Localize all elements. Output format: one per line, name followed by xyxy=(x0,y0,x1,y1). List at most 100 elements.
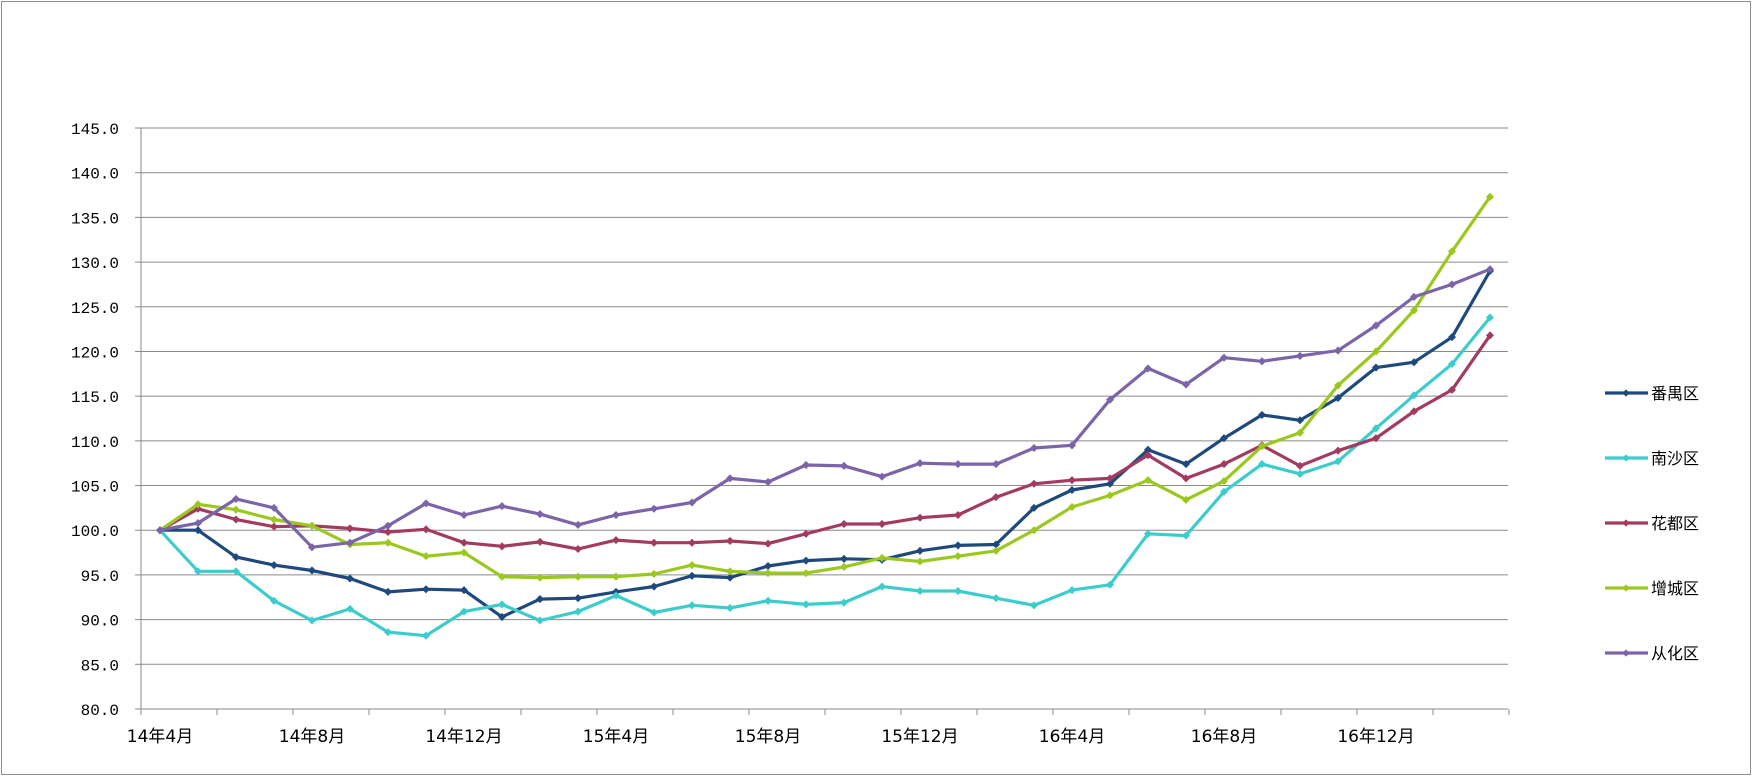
data-point xyxy=(345,604,355,613)
data-point xyxy=(801,460,811,470)
data-point xyxy=(763,477,773,486)
data-point xyxy=(1485,265,1495,274)
data-point xyxy=(1219,460,1229,469)
data-point xyxy=(877,472,887,481)
data-point xyxy=(687,561,697,570)
data-point xyxy=(535,595,545,604)
y-tick-label: 110.0 xyxy=(71,434,119,452)
y-tick-label: 105.0 xyxy=(71,479,119,497)
data-point xyxy=(763,539,773,548)
data-point xyxy=(459,607,469,616)
data-point xyxy=(535,537,545,546)
data-point xyxy=(1409,358,1419,367)
data-point xyxy=(497,502,507,511)
data-point xyxy=(649,582,659,591)
data-point xyxy=(1143,529,1153,538)
data-point xyxy=(801,556,811,565)
data-point xyxy=(611,572,621,581)
data-point xyxy=(383,587,393,596)
data-point xyxy=(573,572,583,581)
y-tick-label: 80.0 xyxy=(81,702,119,720)
data-point xyxy=(345,524,355,533)
data-point xyxy=(1181,531,1191,540)
data-point xyxy=(1029,479,1039,488)
data-point xyxy=(1181,474,1191,483)
data-point xyxy=(1371,424,1381,433)
data-point xyxy=(877,553,887,562)
data-point xyxy=(269,561,279,570)
y-axis: 80.0 85.0 90.0 95.0 100.0 105.0 110.0 115.0 120.… xyxy=(71,121,142,720)
data-point xyxy=(725,567,735,576)
series-line xyxy=(160,270,1492,619)
data-point xyxy=(953,511,963,520)
data-point xyxy=(1295,469,1305,478)
data-point xyxy=(269,596,279,605)
data-point xyxy=(1067,476,1077,485)
data-point xyxy=(763,561,773,571)
data-point xyxy=(1029,443,1039,453)
data-point xyxy=(839,554,849,563)
data-point xyxy=(383,521,393,530)
x-tick-label: 16年8月 xyxy=(1191,727,1257,747)
data-point xyxy=(953,460,963,469)
data-point xyxy=(307,543,317,552)
x-tick-label: 15年4月 xyxy=(583,727,649,747)
data-point xyxy=(915,546,925,555)
data-point xyxy=(725,536,735,545)
series-line xyxy=(158,316,1492,638)
data-point xyxy=(231,567,241,576)
data-point xyxy=(1485,313,1495,322)
data-point xyxy=(1067,586,1077,595)
data-point xyxy=(573,607,583,616)
data-point xyxy=(307,521,317,530)
data-point xyxy=(1029,503,1039,512)
data-point xyxy=(649,570,659,579)
y-tick-label: 90.0 xyxy=(81,613,119,631)
data-point xyxy=(763,569,773,578)
data-point xyxy=(1447,280,1457,289)
legend-label: 增城区 xyxy=(1651,579,1699,598)
legend-label: 花都区 xyxy=(1651,514,1699,533)
data-point xyxy=(801,529,811,538)
data-point xyxy=(839,562,849,571)
y-tick-label: 95.0 xyxy=(81,568,119,586)
data-point xyxy=(611,511,621,520)
data-point xyxy=(953,586,963,596)
data-point xyxy=(269,522,279,531)
data-point xyxy=(611,591,621,600)
data-point xyxy=(1333,457,1343,466)
data-point xyxy=(497,542,507,551)
data-point xyxy=(269,503,279,512)
data-point xyxy=(687,571,697,580)
data-point xyxy=(421,499,431,508)
y-tick-label: 125.0 xyxy=(71,300,119,318)
x-tick-label: 16年12月 xyxy=(1337,727,1414,747)
series-line xyxy=(159,334,1492,551)
data-point xyxy=(763,596,773,605)
x-tick-label: 14年12月 xyxy=(425,727,502,747)
data-point xyxy=(991,493,1001,502)
data-point xyxy=(573,594,583,603)
data-point xyxy=(1447,333,1457,342)
data-point xyxy=(535,510,545,519)
data-point xyxy=(1371,347,1381,356)
data-point xyxy=(1371,434,1381,443)
data-point xyxy=(1485,192,1495,201)
data-point xyxy=(1257,442,1267,451)
legend-marker xyxy=(1622,584,1630,592)
series-line xyxy=(159,195,1492,580)
data-point xyxy=(1409,292,1419,301)
data-point xyxy=(1219,487,1229,496)
data-point xyxy=(953,541,963,550)
data-point xyxy=(991,594,1001,603)
legend-marker xyxy=(1622,454,1630,462)
data-point xyxy=(193,567,203,576)
legend-marker xyxy=(1622,389,1630,397)
data-point xyxy=(649,538,659,547)
data-point xyxy=(383,538,393,547)
data-point xyxy=(383,628,393,637)
series-lines xyxy=(155,192,1495,640)
data-point xyxy=(649,504,659,513)
data-point xyxy=(1105,479,1115,488)
data-point xyxy=(421,631,431,640)
